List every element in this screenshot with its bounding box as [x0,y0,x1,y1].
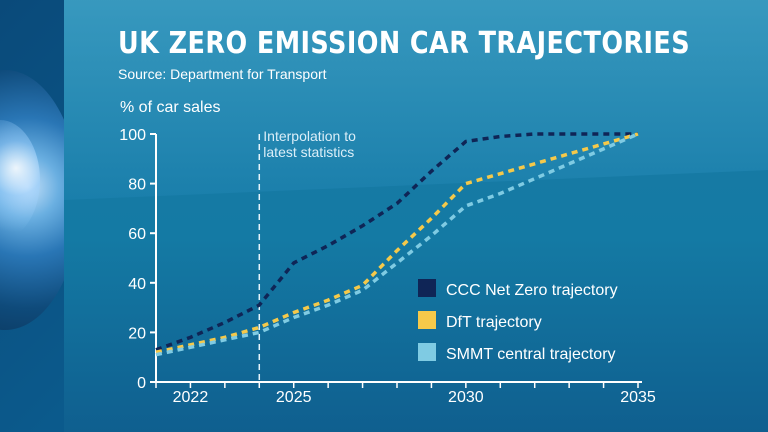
x-tick-label: 2030 [448,389,484,406]
legend-label: DfT trajectory [446,314,542,331]
y-tick-label: 100 [119,127,146,144]
y-axis-label: % of car sales [120,99,220,116]
annotation-text: latest statistics [263,144,354,160]
series-line [155,132,639,354]
annotation-text: Interpolation to [263,128,356,144]
legend-swatch [418,343,436,361]
y-tick-label: 60 [128,226,146,243]
panel-highlight [64,0,768,200]
chart-panel [64,0,768,432]
legend: CCC Net Zero trajectory DfT trajectory SMM… [418,279,618,363]
y-tick-label: 20 [128,325,146,342]
legend-label: SMMT central trajectory [446,346,616,363]
x-tick-label: 2025 [276,389,312,406]
page-title: UK ZERO EMISSION CAR TRAJECTORIES [118,26,691,61]
series-line [155,132,639,357]
legend-swatch [418,311,436,329]
source-text: Source: Department for Transport [118,66,327,82]
y-tick-label: 40 [128,276,146,293]
legend-swatch [418,279,436,297]
legend-label: CCC Net Zero trajectory [446,282,618,299]
chart-axes: 0 20 40 60 80 100 2022 2025 2030 2035 % of car sal… [119,99,656,406]
y-tick-label: 0 [137,375,146,392]
x-tick-label: 2035 [620,389,656,406]
series-layer [155,132,639,357]
x-tick-label: 2022 [173,389,209,406]
series-line [155,132,638,352]
y-tick-label: 80 [128,177,146,194]
